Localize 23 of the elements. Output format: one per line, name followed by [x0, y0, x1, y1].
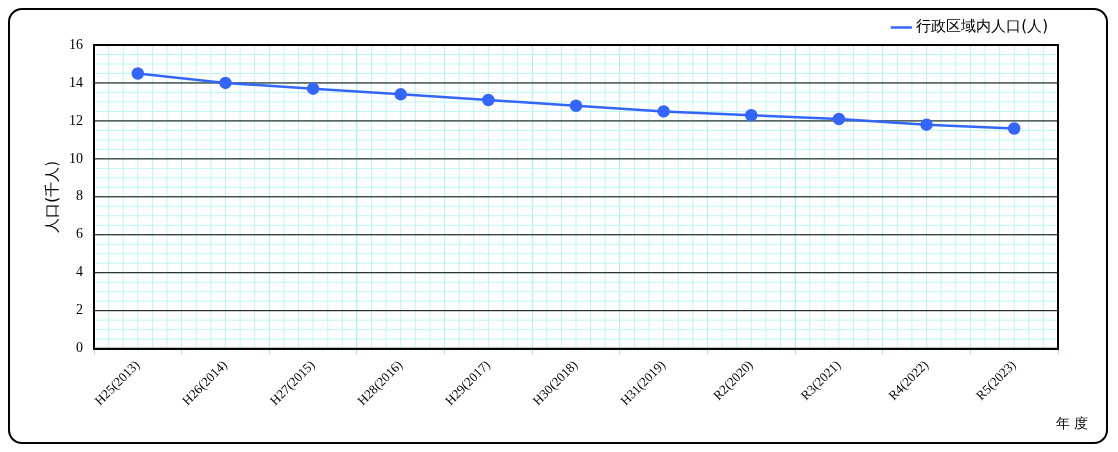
- y-tick-label: 0: [76, 340, 83, 356]
- point: [394, 88, 407, 101]
- y-tick-label: 14: [69, 74, 83, 90]
- y-tick-label: 16: [69, 36, 83, 52]
- point: [920, 118, 933, 131]
- y-tick-label: 8: [76, 188, 83, 204]
- y-tick-label: 4: [76, 264, 83, 280]
- point: [131, 67, 145, 80]
- point: [832, 112, 846, 126]
- point: [219, 76, 232, 90]
- y-tick-label: 6: [76, 226, 83, 242]
- y-tick-label: 2: [76, 302, 83, 318]
- point: [306, 82, 320, 95]
- point: [482, 93, 495, 107]
- y-tick-label: 12: [69, 112, 83, 128]
- point: [745, 108, 758, 122]
- y-tick-label: 10: [69, 150, 83, 166]
- y-axis-title: 人口(千人): [42, 160, 61, 233]
- point: [657, 105, 670, 118]
- legend-label: 行政区域内人口(人): [916, 17, 1049, 36]
- x-axis-title: 年 度: [1055, 415, 1088, 433]
- point: [569, 99, 583, 112]
- point: [1007, 122, 1021, 135]
